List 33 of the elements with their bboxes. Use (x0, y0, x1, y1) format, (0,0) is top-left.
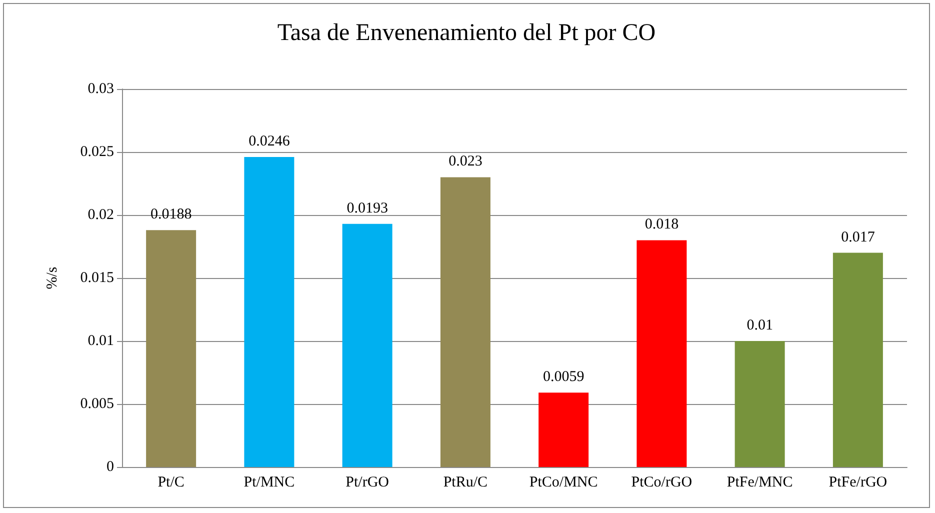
data-label: 0.0059 (542, 369, 584, 386)
x-tick-label: Pt/C (158, 474, 184, 490)
x-tick-label: PtCo/rGO (631, 474, 692, 490)
x-tick-label: PtFe/MNC (726, 474, 793, 490)
y-tick-label: 0.025 (80, 144, 114, 160)
x-tick-label: Pt/MNC (244, 474, 295, 490)
x-tick-label: PtFe/rGO (828, 474, 888, 490)
chart-title: Tasa de Envenenamiento del Pt por CO (277, 20, 656, 46)
x-tick-label: Pt/rGO (346, 474, 390, 490)
y-tick-label: 0.02 (88, 207, 114, 223)
y-tick-label: 0.03 (88, 81, 114, 97)
data-label: 0.0193 (346, 200, 388, 216)
data-label: 0.023 (448, 154, 482, 170)
y-axis-title: %/s (44, 266, 60, 290)
bar (636, 240, 687, 467)
bar (244, 157, 294, 467)
x-tick-label: PtCo/MNC (529, 474, 598, 490)
y-tick-label: 0.01 (88, 333, 114, 349)
y-tick-label: 0 (106, 459, 114, 475)
bar (734, 341, 785, 467)
bar (832, 252, 883, 467)
data-label: 0.017 (841, 229, 876, 246)
y-tick-label: 0.015 (80, 270, 114, 286)
y-tick-label: 0.005 (80, 396, 114, 412)
bar (342, 224, 392, 467)
data-label: 0.0188 (150, 206, 192, 223)
data-label: 0.0246 (248, 134, 290, 150)
x-tick-label: PtRu/C (443, 474, 488, 490)
data-label: 0.01 (746, 318, 773, 334)
bar (440, 177, 490, 467)
bar (538, 392, 589, 467)
data-label: 0.018 (644, 216, 679, 233)
bar (146, 230, 196, 467)
